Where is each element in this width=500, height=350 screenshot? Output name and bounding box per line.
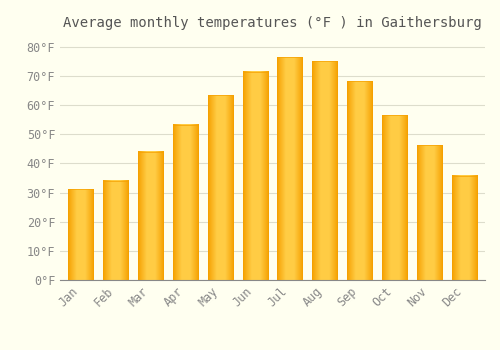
- Bar: [278, 57, 302, 280]
- Bar: [312, 61, 338, 280]
- Bar: [103, 181, 128, 280]
- Bar: [347, 81, 372, 280]
- Bar: [208, 96, 233, 280]
- Bar: [173, 125, 198, 280]
- Bar: [416, 145, 442, 280]
- Bar: [382, 115, 407, 280]
- Bar: [138, 152, 163, 280]
- Title: Average monthly temperatures (°F ) in Gaithersburg: Average monthly temperatures (°F ) in Ga…: [63, 16, 482, 30]
- Bar: [242, 72, 268, 280]
- Bar: [452, 176, 476, 280]
- Bar: [68, 189, 94, 280]
